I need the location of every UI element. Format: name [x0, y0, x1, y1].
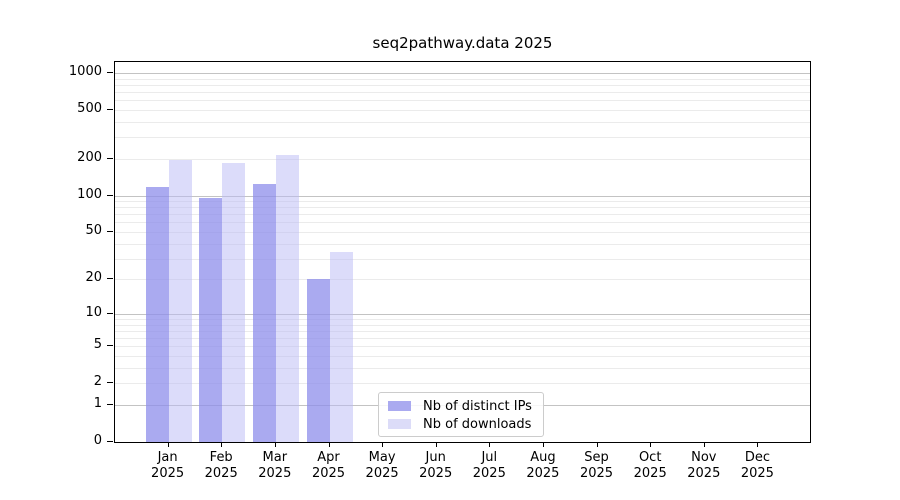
x-tick-mark	[221, 442, 223, 447]
legend-label-downloads: Nb of downloads	[423, 416, 532, 432]
gridline-3	[115, 368, 810, 369]
gridline-400	[115, 121, 810, 123]
legend: Nb of distinct IPs Nb of downloads	[378, 392, 544, 437]
gridline-200	[115, 158, 810, 160]
x-tick-mark	[596, 442, 598, 447]
gridline-30	[115, 258, 810, 260]
x-tick-mark	[274, 442, 276, 447]
x-tick-label: Oct 2025	[633, 450, 667, 481]
y-tick-label: 200	[77, 149, 102, 165]
chart-title: seq2pathway.data 2025	[372, 34, 553, 52]
y-tick-label: 1	[93, 396, 102, 411]
y-tick-label: 0	[93, 433, 102, 448]
x-tick-label: Jul 2025	[472, 450, 506, 481]
gridline-5	[115, 346, 810, 348]
y-tick-mark	[107, 194, 113, 196]
y-tick-label: 20	[85, 270, 102, 286]
y-tick-mark	[107, 345, 113, 347]
gridline-500	[115, 110, 810, 111]
gridline-800	[115, 84, 810, 86]
x-tick-label: Apr 2025	[311, 450, 346, 481]
gridline-90	[115, 201, 810, 203]
gridline-700	[115, 92, 810, 93]
y-tick-mark	[107, 312, 113, 314]
x-tick-label: Aug 2025	[526, 450, 560, 481]
bar-distinct-ips-mar	[252, 183, 276, 442]
gridline-100	[115, 195, 810, 197]
x-tick-label: Feb 2025	[204, 450, 238, 481]
gridline-20	[115, 279, 810, 281]
gridline-300	[115, 137, 810, 139]
x-tick-mark	[650, 442, 652, 447]
gridline-4	[115, 356, 810, 357]
bar-downloads-feb	[222, 162, 246, 442]
x-tick-mark	[167, 442, 169, 447]
y-tick-label: 100	[77, 186, 102, 202]
x-tick-label: Nov 2025	[687, 450, 721, 481]
y-tick-label: 500	[77, 101, 102, 116]
gridline-2	[115, 383, 810, 385]
legend-swatch-downloads	[388, 419, 411, 429]
gridline-7	[115, 330, 810, 332]
gridline-50	[115, 232, 810, 233]
bar-downloads-jan	[168, 159, 192, 442]
x-tick-mark	[489, 442, 491, 447]
x-tick-label: Mar 2025	[258, 450, 292, 481]
gridline-70	[115, 214, 810, 216]
x-tick-label: Sep 2025	[579, 450, 614, 481]
x-tick-label: May 2025	[365, 450, 399, 481]
y-tick-mark	[107, 441, 113, 442]
y-tick-label: 10	[85, 304, 102, 320]
gridline-900	[115, 78, 810, 80]
bar-distinct-ips-apr	[306, 279, 330, 442]
y-tick-mark	[107, 404, 113, 405]
plot-area: Nb of distinct IPs Nb of downloads	[114, 61, 811, 443]
gridline-9	[115, 319, 810, 320]
y-tick-mark	[107, 157, 113, 159]
y-tick-label: 1000	[68, 64, 102, 79]
x-tick-mark	[435, 442, 437, 447]
gridline-6	[115, 338, 810, 340]
gridline-8	[115, 324, 810, 326]
legend-label-distinct-ips: Nb of distinct IPs	[423, 398, 532, 414]
y-tick-mark	[107, 109, 113, 110]
x-tick-label: Dec 2025	[740, 450, 774, 481]
y-tick-mark	[107, 231, 113, 232]
bar-downloads-mar	[275, 154, 299, 442]
legend-swatch-distinct-ips	[388, 401, 411, 411]
gridline-40	[115, 243, 810, 245]
x-tick-mark	[328, 442, 330, 447]
y-tick-label: 5	[93, 337, 102, 353]
gridline-1000	[115, 73, 810, 74]
gridline-10	[115, 313, 810, 315]
x-tick-mark	[542, 442, 544, 447]
y-tick-mark	[107, 382, 113, 384]
y-tick-label: 2	[93, 374, 102, 390]
y-tick-label: 50	[85, 223, 102, 238]
x-tick-label: Jan 2025	[151, 450, 185, 481]
bar-downloads-apr	[329, 252, 353, 442]
gridline-60	[115, 222, 810, 224]
x-tick-mark	[382, 442, 384, 447]
y-tick-mark	[107, 72, 113, 73]
legend-item-downloads: Nb of downloads	[388, 416, 534, 432]
y-tick-mark	[107, 278, 113, 280]
x-tick-mark	[703, 442, 705, 447]
x-tick-label: Jun 2025	[419, 450, 453, 481]
legend-item-distinct-ips: Nb of distinct IPs	[388, 398, 534, 414]
gridline-80	[115, 207, 810, 209]
bar-distinct-ips-feb	[199, 197, 223, 442]
x-tick-mark	[757, 442, 759, 447]
gridline-600	[115, 100, 810, 102]
bar-distinct-ips-jan	[145, 186, 169, 442]
